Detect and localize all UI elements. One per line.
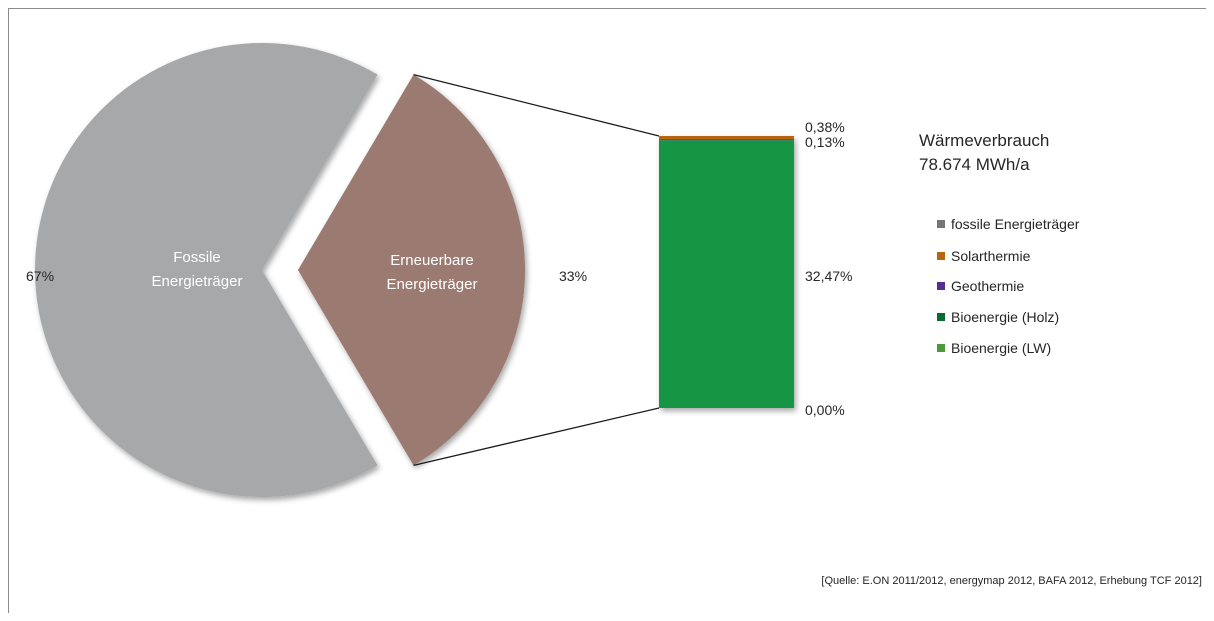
bar-label-base: 0,00%: [805, 402, 845, 418]
pie-percent-erneuerbare: 33%: [559, 268, 587, 284]
chart-title-line2: 78.674 MWh/a: [919, 155, 1030, 174]
bar-label-geothermie: 0,13%: [805, 134, 845, 150]
pie-slice-fossile: [34, 42, 378, 497]
legend-label-bioenergie-holz: Bioenergie (Holz): [951, 309, 1059, 325]
legend-swatch-solarthermie: [937, 252, 945, 260]
legend-label-solarthermie: Solarthermie: [951, 248, 1031, 264]
pie-label-erneuerbare-line2: Energieträger: [387, 276, 478, 293]
pie-slice-erneuerbare: [298, 74, 525, 466]
legend-swatch-geothermie: [937, 282, 945, 290]
legend-swatch-bioenergie-lw: [937, 344, 945, 352]
legend-swatch-bioenergie-holz: [937, 313, 945, 321]
legend-label-fossile: fossile Energieträger: [951, 216, 1080, 232]
pie-percent-fossile: 67%: [26, 268, 54, 284]
legend-swatch-fossile: [937, 220, 945, 228]
legend: fossile Energieträger Solarthermie Geoth…: [937, 216, 1080, 356]
chart-title-line1: Wärmeverbrauch: [919, 131, 1049, 150]
pie-label-fossile-line1: Fossile: [173, 249, 221, 266]
pie-label-fossile-line2: Energieträger: [152, 273, 243, 290]
chart-frame: [8, 8, 1206, 613]
legend-label-geothermie: Geothermie: [951, 278, 1024, 294]
connector-line-bottom: [413, 407, 660, 467]
legend-label-bioenergie-lw: Bioenergie (LW): [951, 340, 1051, 356]
connector-line-top: [413, 73, 660, 137]
bar-segment-solarthermie: [659, 136, 794, 140]
bar-label-solarthermie: 0,38%: [805, 119, 845, 135]
pie-label-erneuerbare-line1: Erneuerbare: [390, 252, 473, 269]
bar-segment-bioenergie-holz: [659, 140, 794, 409]
bar-label-bioenergie-holz: 32,47%: [805, 268, 852, 284]
bar-segment-geothermie: [659, 139, 794, 141]
source-note: [Quelle: E.ON 2011/2012, energymap 2012,…: [821, 575, 1202, 587]
